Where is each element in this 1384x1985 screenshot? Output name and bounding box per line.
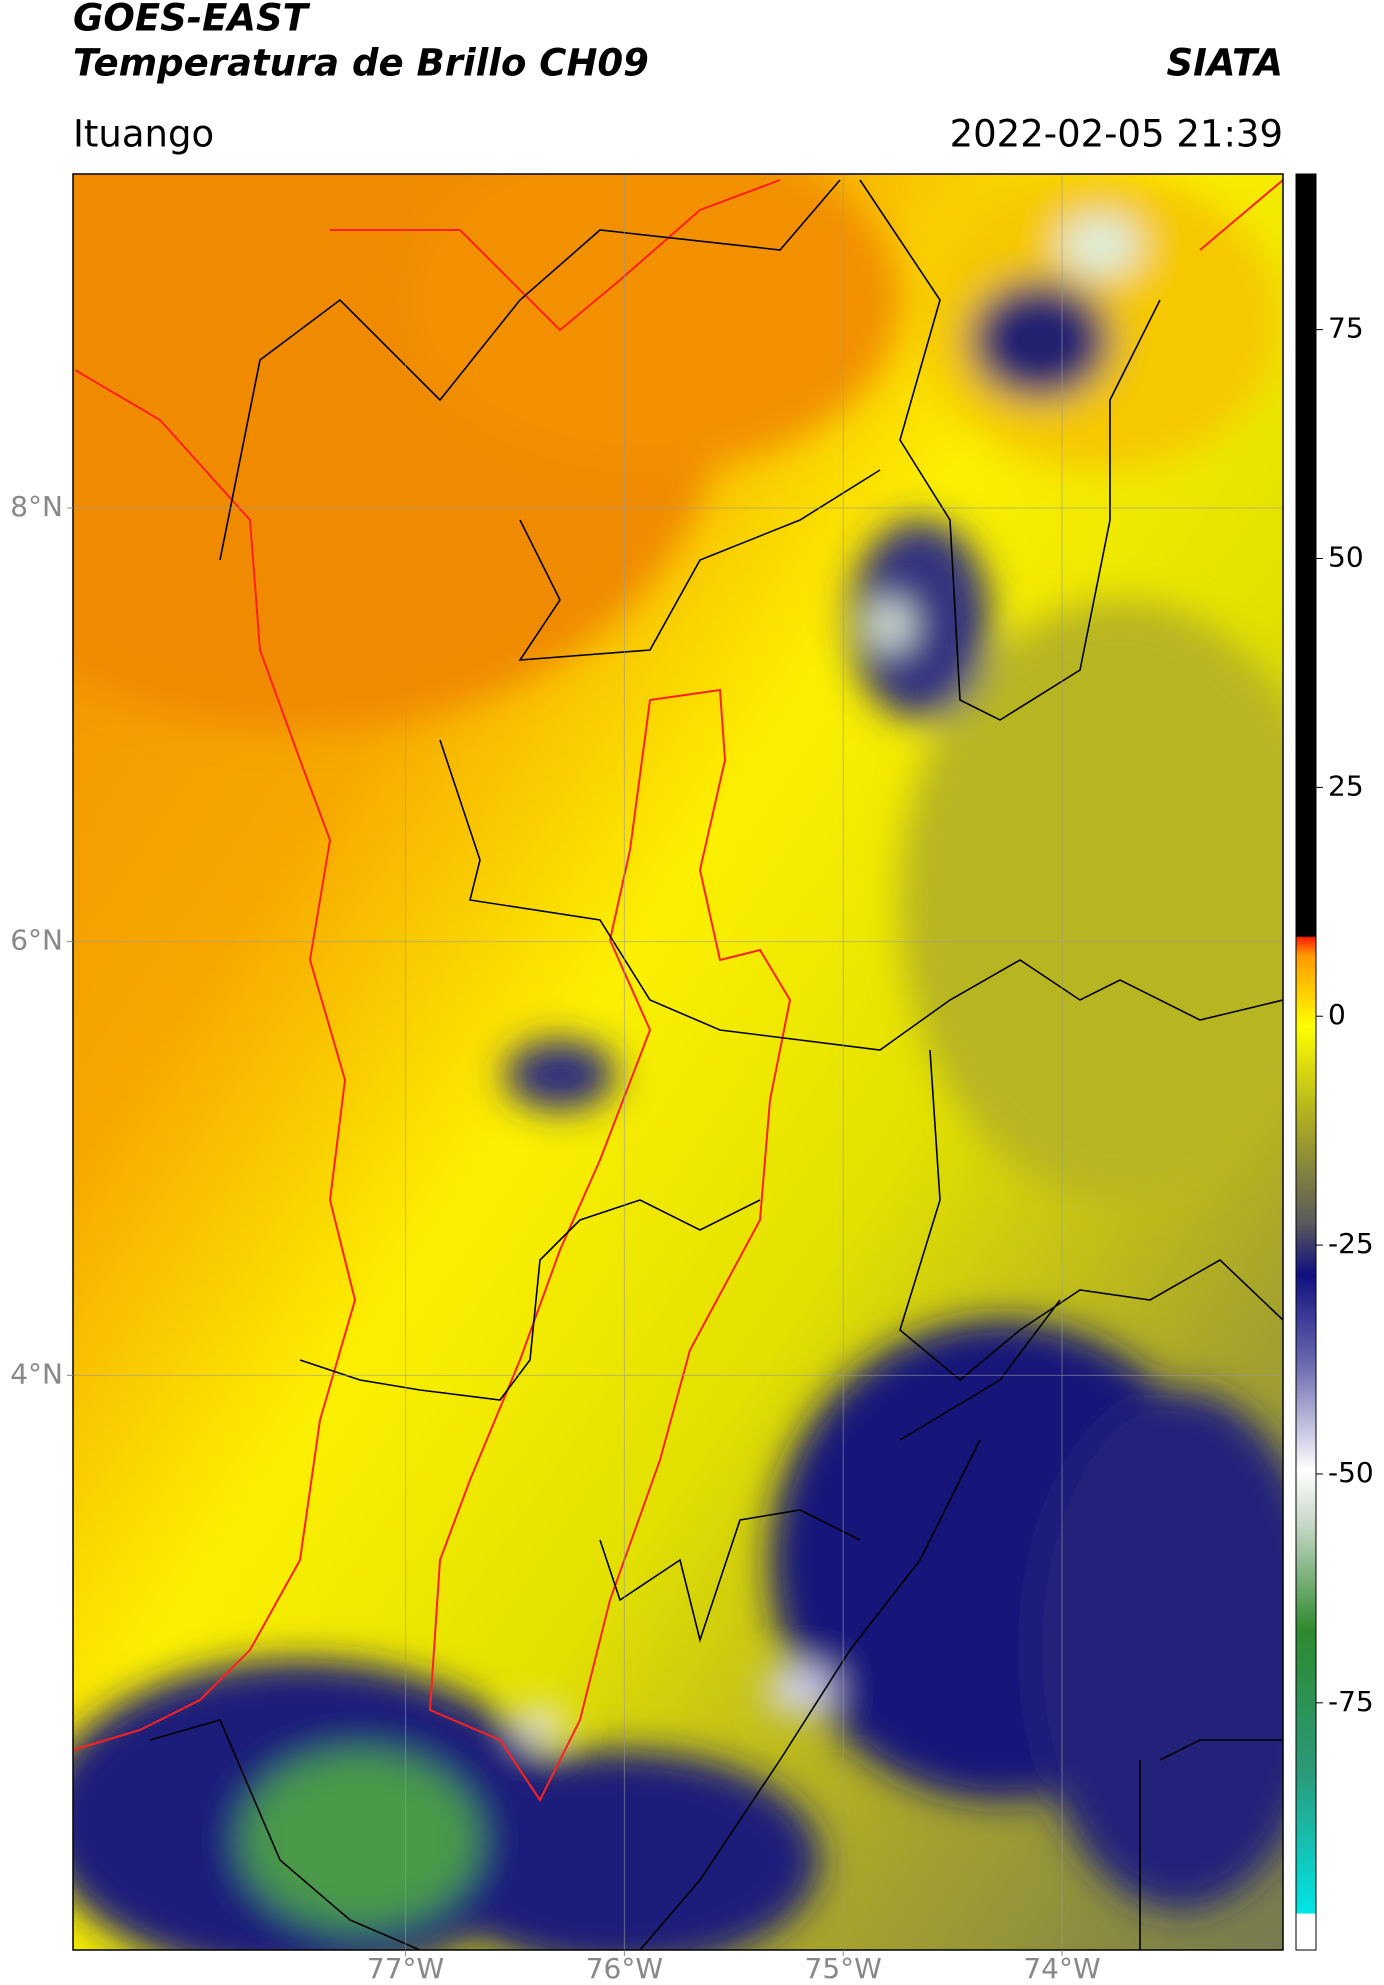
- subtitle: Temperatura de Brillo CH09: [73, 42, 649, 85]
- colorbar-tick-label: 0: [1328, 998, 1346, 1031]
- coastline: [73, 179, 1283, 1751]
- map-frame: [72, 173, 1284, 1951]
- x-tick-label: 74°W: [1023, 1952, 1100, 1981]
- colorbar-tick-label: 75: [1328, 312, 1364, 345]
- grid: [73, 174, 1283, 1950]
- colorbar-tick-label: -50: [1328, 1456, 1374, 1489]
- admin-borders: [149, 179, 1283, 1950]
- colorbar: [1295, 173, 1317, 1951]
- region-outline: [428, 688, 792, 1802]
- location: Ituango: [73, 113, 214, 156]
- colorbar-tick-label: -75: [1328, 1685, 1374, 1718]
- x-tick-label: 75°W: [805, 1952, 882, 1981]
- x-tick-label: 77°W: [367, 1952, 444, 1981]
- title: GOES-EAST: [73, 0, 311, 40]
- colorbar-tick-label: 25: [1328, 769, 1364, 802]
- y-tick-label: 4°N: [10, 1357, 63, 1390]
- colorbar-tick-label: -25: [1328, 1227, 1374, 1260]
- y-tick-label: 6°N: [10, 924, 63, 957]
- y-tick-label: 8°N: [10, 490, 63, 523]
- source: SIATA: [1166, 42, 1283, 85]
- timestamp: 2022-02-05 21:39: [950, 113, 1283, 156]
- colorbar-tick-label: 50: [1328, 540, 1364, 573]
- satellite-image: [73, 174, 1283, 1950]
- x-tick-label: 76°W: [586, 1952, 663, 1981]
